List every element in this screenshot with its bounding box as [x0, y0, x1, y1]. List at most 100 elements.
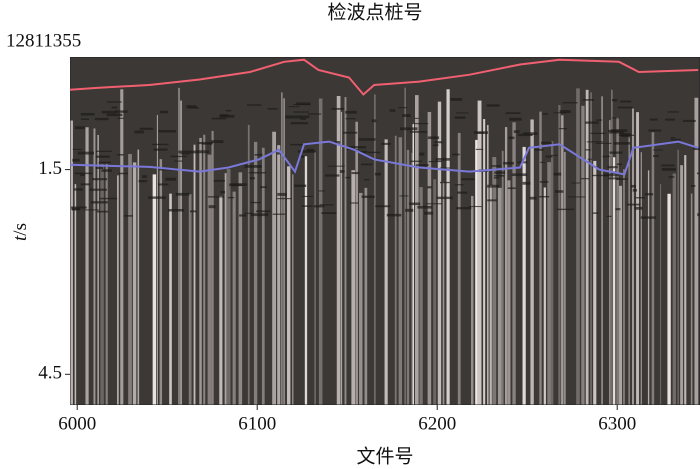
reflection-patch [207, 196, 224, 198]
reflection-patch [455, 207, 472, 210]
reflection-patch [670, 138, 681, 141]
trace-stripe [471, 195, 474, 405]
reflection-patch [409, 131, 428, 133]
reflection-patch [435, 158, 450, 161]
trace-stripe [489, 185, 492, 405]
reflection-patch [231, 183, 247, 186]
reflection-patch [550, 154, 558, 156]
reflection-patch [644, 193, 654, 196]
reflection-patch [244, 212, 252, 214]
trace-stripe [232, 191, 236, 405]
reflection-patch [556, 208, 575, 211]
trace-stripe [547, 162, 551, 405]
reflection-patch [545, 155, 553, 158]
reflection-patch [189, 210, 197, 213]
reflection-patch [186, 105, 197, 108]
reflection-patch [118, 172, 128, 175]
reflection-patch [661, 167, 676, 171]
reflection-patch [590, 132, 606, 135]
trace-stripe [359, 192, 363, 405]
trace-stripe [427, 111, 432, 405]
trace-stripe [487, 124, 489, 405]
reflection-patch [211, 117, 227, 120]
reflection-patch [440, 181, 450, 184]
reflection-patch [428, 160, 442, 163]
reflection-patch [602, 155, 610, 158]
reflection-patch [285, 115, 301, 119]
reflection-patch [691, 185, 696, 187]
reflection-patch [405, 208, 414, 212]
reflection-patch [595, 142, 612, 144]
trace-stripe [152, 174, 157, 405]
reflection-patch [321, 212, 337, 214]
reflection-patch [505, 112, 521, 114]
reflection-patch [208, 205, 216, 209]
trace-stripe [581, 105, 585, 405]
trace-stripe [543, 187, 546, 405]
reflection-patch [300, 155, 305, 158]
reflection-patch [167, 209, 184, 212]
reflection-patch [491, 165, 502, 167]
reflection-patch [195, 150, 209, 154]
reflection-patch [254, 153, 263, 156]
reflection-patch [101, 110, 117, 114]
annotation: 12811355 [6, 30, 81, 51]
reflection-patch [71, 207, 81, 211]
trace-stripe [120, 89, 124, 405]
reflection-patch [80, 118, 89, 120]
reflection-patch [696, 172, 700, 175]
reflection-patch [272, 213, 286, 215]
reflection-patch [165, 177, 177, 181]
trace-stripe [132, 162, 137, 405]
reflection-patch [134, 130, 145, 134]
reflection-patch [670, 137, 675, 139]
reflection-patch [398, 107, 408, 109]
reflection-patch [417, 205, 433, 209]
reflection-patch [609, 151, 623, 154]
reflection-patch [290, 143, 304, 146]
trace-stripe [457, 132, 461, 405]
trace-stripe [226, 168, 231, 405]
y-tick-label: 4.5 [38, 363, 62, 384]
horizons [70, 58, 699, 176]
reflection-patch [486, 104, 500, 107]
reflection-patch [294, 184, 307, 187]
reflection-patch [661, 164, 675, 167]
reflection-patch [297, 150, 316, 153]
reflection-patch [374, 172, 381, 176]
reflection-patch [313, 205, 325, 208]
reflection-patch [542, 113, 548, 115]
reflection-patch [201, 143, 213, 145]
reflection-patch [225, 109, 232, 112]
reflection-patch [507, 187, 516, 190]
reflection-patch [539, 195, 550, 198]
reflection-patch [345, 118, 356, 120]
reflection-patch [511, 173, 527, 177]
trace-stripe [475, 139, 478, 405]
reflection-patch [414, 117, 419, 119]
trace-stripe [414, 95, 419, 405]
reflection-patch [349, 146, 367, 149]
reflection-patch [653, 149, 663, 151]
reflection-patch [402, 114, 411, 117]
trace-stripe [512, 122, 516, 405]
reflection-patch [375, 205, 391, 208]
reflection-patch [72, 148, 82, 150]
reflection-patch [142, 175, 147, 178]
trace-stripe [563, 152, 566, 405]
reflection-patch [606, 215, 612, 217]
reflection-patch [592, 212, 599, 214]
trace-stripe [690, 193, 693, 405]
y-tick-label: 1.5 [38, 158, 62, 179]
reflection-patch [665, 118, 675, 121]
trace-stripe [336, 95, 341, 405]
trace-stripe [398, 137, 403, 405]
trace-stripe [684, 155, 687, 405]
reflection-patch [117, 117, 124, 119]
trace-stripe [613, 157, 616, 405]
trace-stripe [651, 132, 655, 405]
reflection-patch [580, 178, 590, 180]
reflection-patch [419, 152, 425, 156]
reflection-patch [290, 122, 308, 125]
reflection-patch [454, 116, 466, 119]
